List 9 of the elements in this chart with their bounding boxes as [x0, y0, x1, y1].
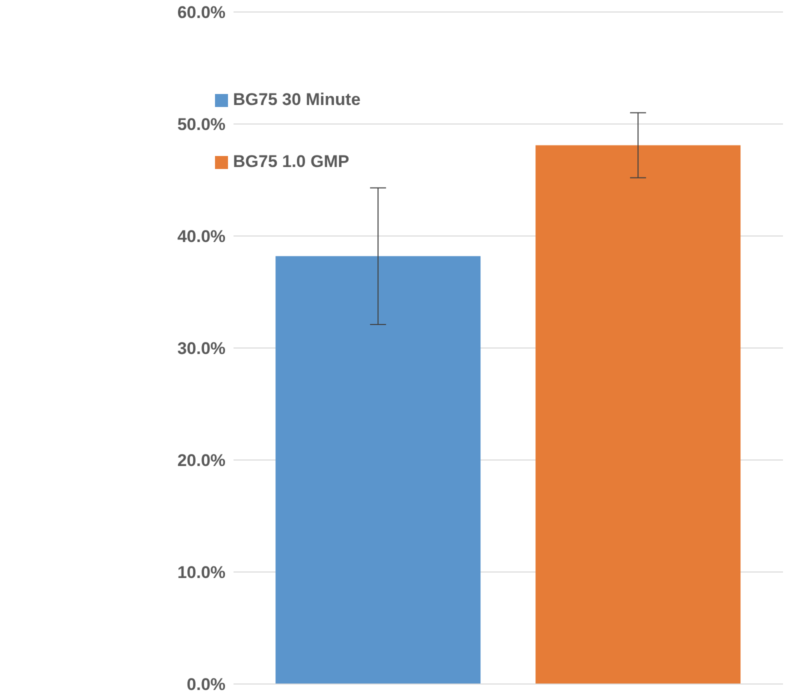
- y-tick-label: 50.0%: [177, 115, 226, 134]
- y-tick-label: 60.0%: [177, 3, 226, 22]
- y-tick-label: 0.0%: [186, 675, 226, 692]
- y-tick-label: 30.0%: [177, 339, 226, 358]
- legend-label: BG75 1.0 GMP: [233, 152, 350, 172]
- legend-label: BG75 30 Minute: [233, 90, 361, 110]
- y-tick-label: 20.0%: [177, 451, 226, 470]
- y-tick-label: 40.0%: [177, 227, 226, 246]
- y-tick-label: 10.0%: [177, 563, 226, 582]
